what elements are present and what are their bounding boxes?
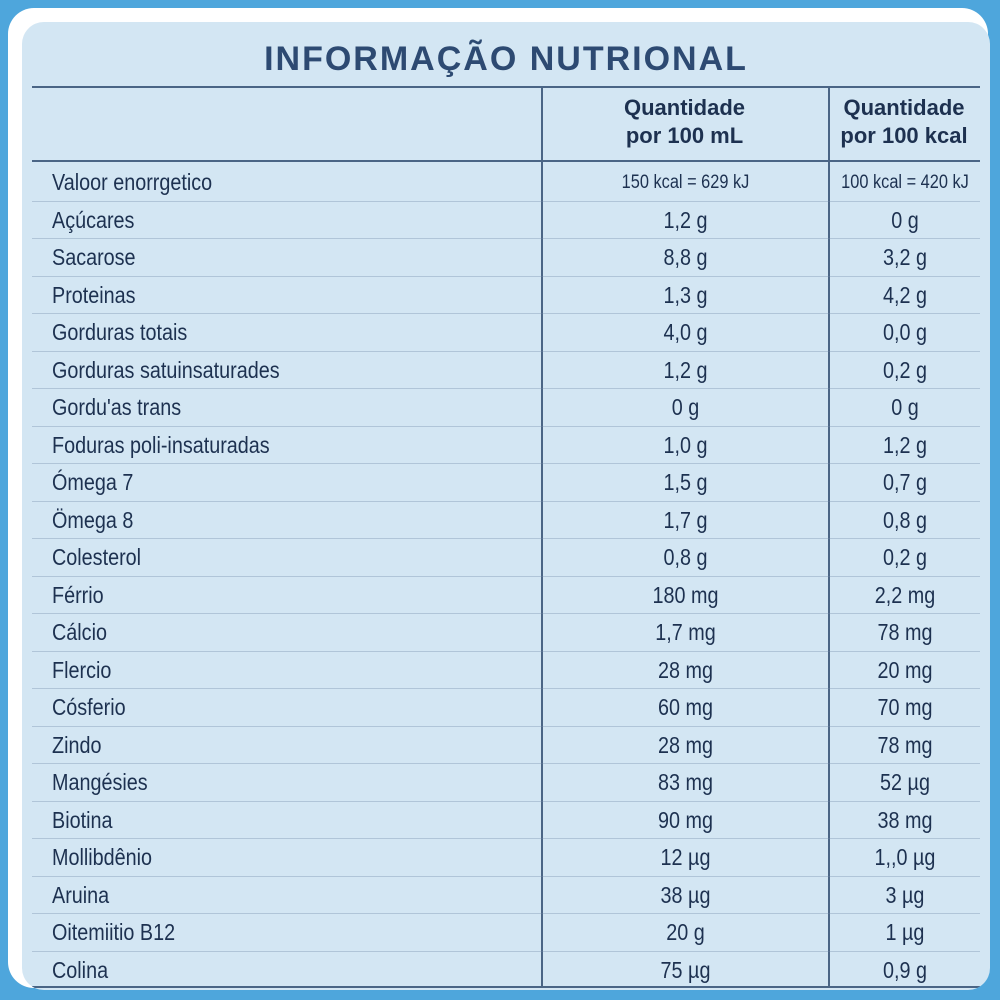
value-per-100ml: 1,2 g xyxy=(663,356,708,383)
column-divider xyxy=(541,88,543,986)
row-label: Sacarose xyxy=(52,244,136,270)
row-label: Zindo xyxy=(52,731,102,758)
column-header: Quantidade por 100 mL xyxy=(623,95,745,148)
value-per-100kcal: 0,8 g xyxy=(883,506,927,533)
row-label: Mollibdênio xyxy=(52,844,153,870)
value-per-100kcal: 100 kcal = 420 kJ xyxy=(841,172,969,193)
label-panel: INFORMAÇÃO NUTRIONAL Quantidade por 100 … xyxy=(22,22,990,990)
row-divider xyxy=(32,388,980,389)
value-per-100kcal: 1,,0 µg xyxy=(874,844,936,870)
row-divider xyxy=(32,200,980,202)
column-divider xyxy=(828,88,830,986)
row-label: Gorduras totais xyxy=(52,319,188,345)
value-per-100kcal: 52 µg xyxy=(880,769,930,795)
value-per-100kcal: 3 µg xyxy=(885,881,925,908)
value-per-100kcal: 1 µg xyxy=(885,919,925,945)
value-per-100kcal: 0,9 g xyxy=(883,956,927,983)
row-label: Ömega 8 xyxy=(52,506,134,533)
row-divider xyxy=(32,838,980,839)
value-per-100kcal: 20 mg xyxy=(877,656,933,683)
value-per-100kcal: 2,2 mg xyxy=(874,581,936,608)
row-label: Aruina xyxy=(52,881,110,908)
row-label: Foduras poli-insaturadas xyxy=(52,431,270,458)
row-label: Açúcares xyxy=(52,206,135,233)
value-per-100ml: 1,2 g xyxy=(663,206,708,233)
value-per-100kcal: 78 mg xyxy=(877,731,933,758)
value-per-100ml: 60 mg xyxy=(658,694,713,720)
row-divider xyxy=(32,763,980,764)
value-per-100ml: 0 g xyxy=(671,394,700,420)
value-per-100kcal: 0,7 g xyxy=(883,469,927,495)
value-per-100ml: 28 mg xyxy=(658,656,713,683)
row-label: Oitemiitio B12 xyxy=(52,919,176,945)
value-per-100kcal: 3,2 g xyxy=(883,244,927,270)
nutrition-table: Quantidade por 100 mL Quantidade por 100 … xyxy=(32,86,980,988)
value-per-100kcal: 0 g xyxy=(891,206,919,233)
row-label: Biotina xyxy=(52,806,113,833)
value-per-100kcal: 78 mg xyxy=(877,619,933,645)
row-divider xyxy=(32,425,980,427)
row-divider xyxy=(32,800,980,802)
value-per-100ml: 1,0 g xyxy=(663,431,708,458)
value-per-100ml: 1,3 g xyxy=(663,281,708,308)
row-label: Flercio xyxy=(52,656,112,683)
value-per-100ml: 12 µg xyxy=(660,844,711,870)
row-divider xyxy=(32,500,980,502)
value-per-100ml: 8,8 g xyxy=(663,244,708,270)
value-per-100ml: 0,8 g xyxy=(663,544,708,570)
row-divider xyxy=(32,575,980,577)
row-divider xyxy=(32,350,980,352)
value-per-100ml: 4,0 g xyxy=(663,319,708,345)
row-divider xyxy=(32,688,980,689)
row-divider xyxy=(32,275,980,277)
value-per-100kcal: 1,2 g xyxy=(883,431,927,458)
row-label: Gorduras satuinsaturades xyxy=(52,356,280,383)
value-per-100ml: 75 µg xyxy=(660,956,711,983)
value-per-100ml: 38 µg xyxy=(660,881,711,908)
row-label: Ómega 7 xyxy=(52,469,134,495)
value-per-100ml: 150 kcal = 629 kJ xyxy=(621,172,750,193)
value-per-100kcal: 0,2 g xyxy=(883,544,927,570)
row-label: Gordu'as trans xyxy=(52,394,182,420)
value-per-100kcal: 0,2 g xyxy=(883,356,927,383)
row-label: Mangésies xyxy=(52,769,148,795)
value-per-100kcal: 38 mg xyxy=(877,806,933,833)
row-divider xyxy=(32,650,980,652)
row-divider xyxy=(32,238,980,239)
row-label: Proteinas xyxy=(52,281,136,308)
value-per-100ml: 90 mg xyxy=(658,806,713,833)
value-per-100kcal: 0 g xyxy=(891,394,919,420)
row-divider xyxy=(32,950,980,952)
value-per-100ml: 83 mg xyxy=(658,769,713,795)
value-per-100ml: 1,7 g xyxy=(663,506,708,533)
row-divider xyxy=(32,613,980,614)
row-divider xyxy=(32,463,980,464)
row-label: Colesterol xyxy=(52,544,142,570)
row-label: Valoor enorrgetico xyxy=(52,169,213,195)
value-per-100ml: 1,5 g xyxy=(663,469,708,495)
row-label: Colina xyxy=(52,956,109,983)
frame: INFORMAÇÃO NUTRIONAL Quantidade por 100 … xyxy=(8,8,990,990)
row-divider xyxy=(32,538,980,539)
row-label: Cósferio xyxy=(52,694,126,720)
value-per-100ml: 20 g xyxy=(666,919,705,945)
value-per-100ml: 1,7 mg xyxy=(655,619,716,645)
row-divider xyxy=(32,725,980,727)
value-per-100ml: 180 mg xyxy=(652,581,719,608)
row-label: Cálcio xyxy=(52,619,107,645)
header-divider xyxy=(32,160,980,162)
title: INFORMAÇÃO NUTRIONAL xyxy=(264,40,748,78)
row-label: Férrio xyxy=(52,581,104,608)
row-divider xyxy=(32,875,980,877)
row-divider xyxy=(32,913,980,914)
row-divider xyxy=(32,313,980,314)
value-per-100kcal: 70 mg xyxy=(877,694,933,720)
value-per-100ml: 28 mg xyxy=(658,731,713,758)
value-per-100kcal: 4,2 g xyxy=(883,281,927,308)
column-header: Quantidade por 100 kcal xyxy=(840,95,968,148)
value-per-100kcal: 0,0 g xyxy=(883,319,927,345)
